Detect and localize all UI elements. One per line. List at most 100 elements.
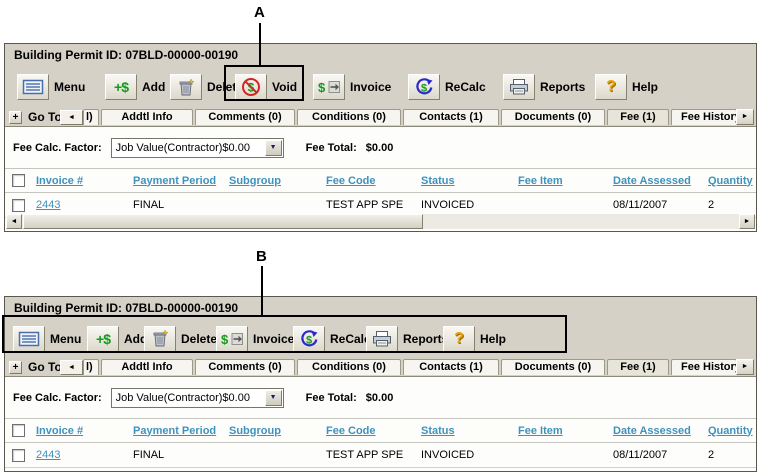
tab-fee-history[interactable]: Fee History	[671, 359, 737, 375]
tab-comments[interactable]: Comments (0)	[195, 109, 295, 125]
tab-scroll-right-button[interactable]: ►	[736, 109, 754, 125]
fee-factor-value: Job Value(Contractor)$0.00	[115, 392, 250, 404]
fee-factor-select[interactable]: Job Value(Contractor)$0.00 ▼	[110, 388, 284, 408]
goto-label: Go To	[28, 360, 62, 374]
tab-conditions[interactable]: Conditions (0)	[297, 109, 401, 125]
header-fee-item[interactable]: Fee Item	[518, 174, 563, 187]
trash-icon	[176, 77, 196, 97]
select-all-checkbox[interactable]	[12, 424, 25, 437]
fee-factor-select[interactable]: Job Value(Contractor)$0.00 ▼	[110, 138, 284, 158]
horizontal-scrollbar[interactable]: ◄ ►	[6, 214, 755, 229]
scrollbar-right-arrow[interactable]: ►	[739, 214, 755, 229]
void-button[interactable]: $	[235, 74, 267, 100]
tab-documents[interactable]: Documents (0)	[501, 359, 605, 375]
tab-addtl-info[interactable]: Addtl Info	[101, 359, 193, 375]
tab-contacts[interactable]: Contacts (1)	[403, 359, 499, 375]
cell-date-assessed: 08/11/2007	[613, 199, 668, 211]
add-button[interactable]: +$	[105, 74, 137, 100]
help-button[interactable]: ?	[595, 74, 627, 100]
add-tab-button[interactable]: +	[9, 361, 22, 374]
header-status[interactable]: Status	[421, 174, 455, 187]
printer-icon	[371, 330, 393, 348]
tab-scroll-left-button[interactable]: ◄	[60, 360, 83, 375]
delete-button[interactable]	[144, 325, 176, 352]
tab-comments[interactable]: Comments (0)	[195, 359, 295, 375]
tab-addtl-info[interactable]: Addtl Info	[101, 109, 193, 125]
menu-button-label: Menu	[50, 331, 82, 346]
toolbar: Menu +$ Add Delete $ Invoice	[5, 319, 756, 358]
header-subgroup[interactable]: Subgroup	[229, 174, 281, 187]
fee-total-label: Fee Total:	[305, 392, 357, 404]
cell-status: INVOICED	[421, 199, 475, 211]
recalc-button[interactable]: $	[293, 325, 325, 352]
scrollbar-left-arrow[interactable]: ◄	[6, 214, 22, 229]
invoice-link[interactable]: 2443	[36, 199, 61, 211]
header-quantity[interactable]: Quantity	[708, 424, 753, 437]
fee-page-content: Fee Calc. Factor: Job Value(Contractor)$…	[5, 377, 756, 471]
tab-partial[interactable]: l)	[83, 359, 99, 375]
header-subgroup[interactable]: Subgroup	[229, 424, 281, 437]
void-button-label: Void	[272, 80, 298, 94]
tab-contacts[interactable]: Contacts (1)	[403, 109, 499, 125]
header-invoice[interactable]: Invoice #	[36, 174, 84, 187]
header-fee-item[interactable]: Fee Item	[518, 424, 563, 437]
fee-total-value: $0.00	[365, 142, 394, 154]
recalc-button-label: ReCalc	[330, 331, 371, 346]
tab-fee[interactable]: Fee (1)	[607, 109, 669, 125]
reports-button[interactable]	[503, 74, 535, 100]
toolbar: Menu +$ Add Delete $ Void	[5, 66, 756, 108]
add-tab-button[interactable]: +	[9, 111, 22, 124]
invoice-icon: $	[220, 330, 244, 348]
menu-button[interactable]	[13, 325, 45, 352]
cell-status: INVOICED	[421, 449, 475, 461]
fee-calc-factor-label: Fee Calc. Factor:	[13, 142, 102, 154]
scrollbar-thumb[interactable]	[23, 214, 423, 229]
tab-fee[interactable]: Fee (1)	[607, 359, 669, 375]
cell-quantity: 2	[708, 449, 715, 461]
help-icon: ?	[606, 78, 616, 95]
select-all-checkbox[interactable]	[12, 174, 25, 187]
menu-button[interactable]	[17, 74, 49, 100]
svg-text:$: $	[306, 334, 312, 346]
add-icon: +$	[114, 79, 129, 95]
header-fee-code[interactable]: Fee Code	[326, 174, 376, 187]
invoice-button[interactable]: $	[313, 74, 345, 100]
add-button-label: Add	[124, 331, 148, 346]
help-icon: ?	[454, 329, 464, 347]
tab-partial[interactable]: l)	[83, 109, 99, 125]
invoice-button[interactable]: $	[216, 325, 248, 352]
tab-scroll-left-button[interactable]: ◄	[60, 110, 83, 125]
tab-scroll-right-button[interactable]: ►	[736, 359, 754, 375]
header-date-assessed[interactable]: Date Assessed	[613, 424, 691, 437]
tab-documents[interactable]: Documents (0)	[501, 109, 605, 125]
svg-text:$: $	[421, 83, 427, 95]
delete-button[interactable]	[170, 74, 202, 100]
svg-text:$: $	[318, 80, 326, 95]
add-button[interactable]: +$	[87, 325, 119, 352]
invoice-link[interactable]: 2443	[36, 449, 61, 461]
dropdown-arrow-icon[interactable]: ▼	[264, 390, 282, 406]
help-button[interactable]: ?	[443, 325, 475, 352]
cell-quantity: 2	[708, 199, 715, 211]
tab-bar: + Go To ◄ l) Addtl Info Comments (0) Con…	[5, 358, 756, 377]
tab-fee-history[interactable]: Fee History	[671, 109, 737, 125]
help-button-label: Help	[480, 331, 507, 346]
header-fee-code[interactable]: Fee Code	[326, 424, 376, 437]
tab-bar: + Go To ◄ l) Addtl Info Comments (0) Con…	[5, 108, 756, 127]
header-payment-period[interactable]: Payment Period	[133, 424, 217, 437]
dropdown-arrow-icon[interactable]: ▼	[264, 140, 282, 156]
row-checkbox[interactable]	[12, 198, 25, 212]
fee-factor-value: Job Value(Contractor)$0.00	[115, 142, 250, 154]
header-payment-period[interactable]: Payment Period	[133, 174, 217, 187]
header-status[interactable]: Status	[421, 424, 455, 437]
tab-conditions[interactable]: Conditions (0)	[297, 359, 401, 375]
header-quantity[interactable]: Quantity	[708, 174, 753, 187]
recalc-button[interactable]: $	[408, 74, 440, 100]
row-checkbox[interactable]	[12, 448, 25, 462]
cell-payment-period: FINAL	[133, 449, 165, 461]
table-row: 2443 FINAL TEST APP SPE INVOICED 08/11/2…	[5, 443, 756, 468]
header-date-assessed[interactable]: Date Assessed	[613, 174, 691, 187]
header-invoice[interactable]: Invoice #	[36, 424, 84, 437]
invoice-button-label: Invoice	[350, 80, 392, 94]
reports-button[interactable]	[366, 325, 398, 352]
